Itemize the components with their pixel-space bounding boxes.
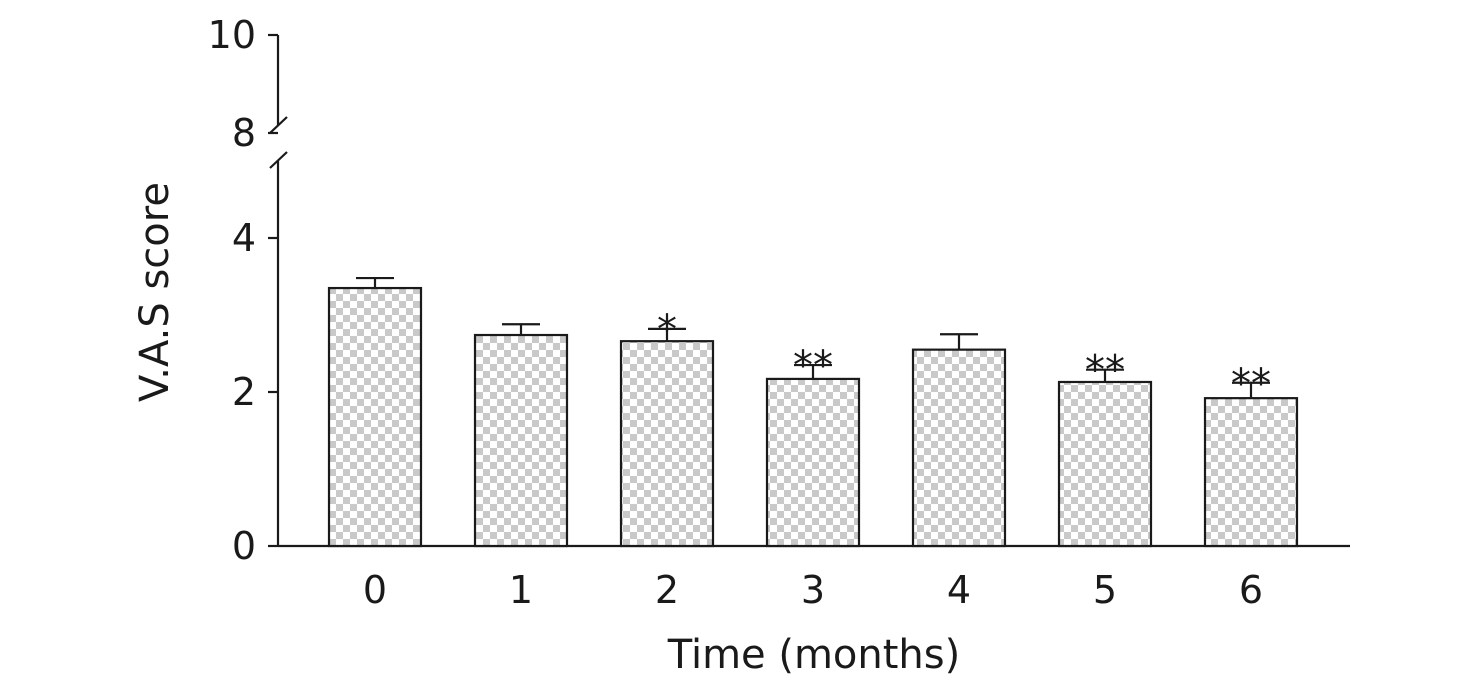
bars: *** ** ** [327, 276, 1299, 548]
x-tick-label: 4 [947, 568, 971, 612]
bar [619, 340, 715, 548]
significance-label: ** [1085, 348, 1125, 394]
bar [473, 333, 569, 548]
y-tick-label: 10 [208, 13, 256, 57]
x-tick-label: 3 [801, 568, 825, 612]
bar [327, 286, 423, 548]
x-tick-label: 2 [655, 568, 679, 612]
y-tick-label: 2 [232, 370, 256, 414]
significance-label: * [657, 307, 677, 353]
x-axis: 0 1 2 3 4 5 6 Time (months) [278, 544, 1350, 678]
bar [1057, 380, 1153, 548]
x-ticks: 0 1 2 3 4 5 6 [363, 568, 1263, 612]
y-tick-label: 8 [232, 111, 256, 155]
y-ticks: 0 2 4 8 10 [208, 13, 278, 568]
x-tick-label: 1 [509, 568, 533, 612]
bar [1203, 397, 1299, 548]
y-axis-break-mark-lower [269, 151, 288, 169]
x-tick-label: 0 [363, 568, 387, 612]
x-tick-label: 5 [1093, 568, 1117, 612]
x-tick-label: 6 [1239, 568, 1263, 612]
y-axis-break-mark-upper [269, 116, 288, 134]
y-tick-label: 0 [232, 524, 256, 568]
y-tick-label: 4 [232, 216, 256, 260]
bar [765, 377, 861, 548]
x-axis-title: Time (months) [667, 632, 960, 678]
bar [911, 348, 1007, 548]
y-axis-title: V.A.S score [132, 182, 178, 402]
significance-label: ** [793, 343, 833, 389]
y-axis: 0 2 4 8 10 V.A.S score [132, 13, 288, 568]
significance-label: ** [1231, 361, 1271, 407]
